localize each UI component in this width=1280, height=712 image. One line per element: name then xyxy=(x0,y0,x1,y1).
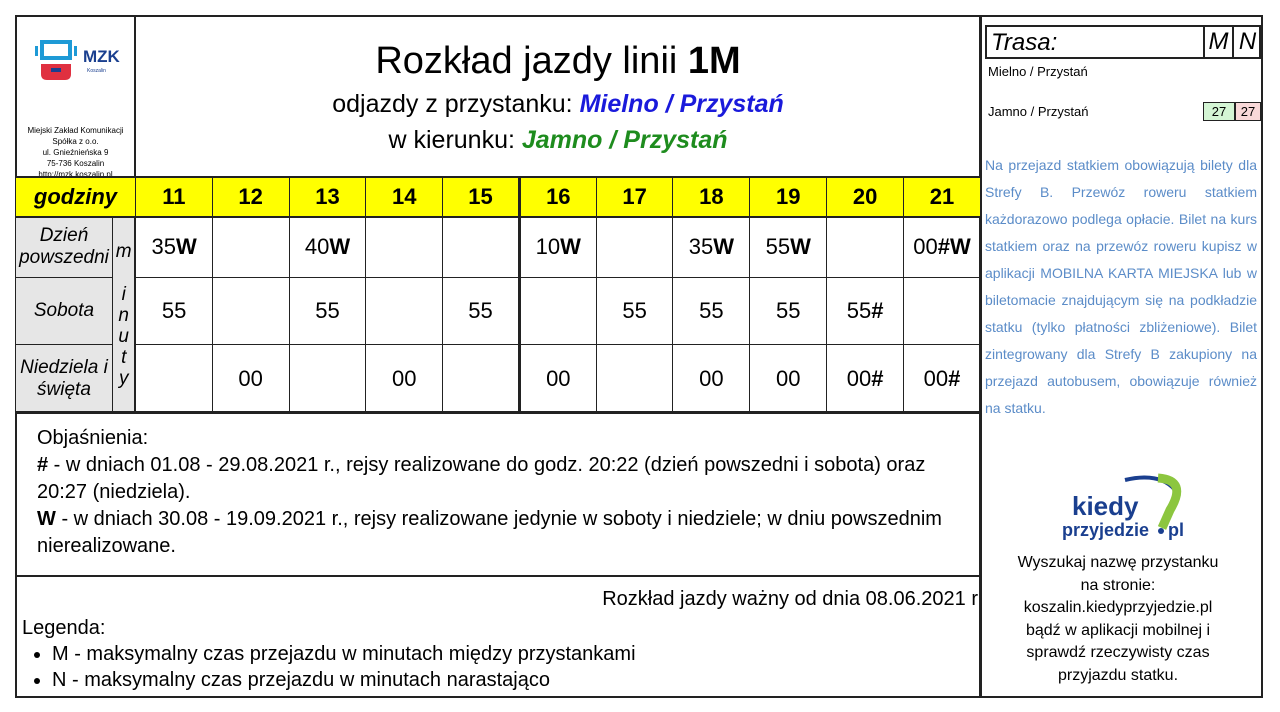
mzk-logo-cell: MZK Koszalin Miejski Zakład Komunikacji S… xyxy=(15,15,136,179)
hour-14: 14 xyxy=(365,176,444,218)
route-stop: Jamno / Przystań xyxy=(988,104,1089,119)
departure-cell xyxy=(595,343,674,414)
departure-cell xyxy=(826,216,904,278)
departure-cell xyxy=(211,216,290,278)
col-m: M xyxy=(1203,27,1232,57)
svg-text:Koszalin: Koszalin xyxy=(87,68,106,74)
departure-cell: 40W xyxy=(288,216,367,278)
mzk-logo: MZK Koszalin xyxy=(35,40,121,80)
explanations: Objaśnienia: # - w dniach 01.08 - 29.08.… xyxy=(37,425,967,560)
hours-label: godziny xyxy=(15,176,136,218)
valid-from: Rozkład jazdy ważny od dnia 08.06.2021 r xyxy=(602,588,978,610)
departure-cell: 10W xyxy=(517,216,597,278)
legend-item: M - maksymalny czas przejazdu w minutach… xyxy=(52,641,636,667)
company-address: Miejski Zakład Komunikacji Spółka z o.o. u… xyxy=(27,126,124,179)
departure-cell: 00 xyxy=(211,343,290,414)
departure-cell: 55 xyxy=(672,276,751,345)
divider xyxy=(15,411,981,413)
departure-cell xyxy=(517,276,597,345)
departure-cell xyxy=(902,276,982,345)
table-row: Sobota 55 55 55 55 55 55 55# xyxy=(15,276,982,345)
svg-text:pl: pl xyxy=(1168,520,1184,540)
divider xyxy=(15,575,981,577)
route-panel xyxy=(980,15,1263,698)
departure-cell xyxy=(442,343,520,414)
hour-15: 15 xyxy=(442,176,520,218)
svg-text:kiedy: kiedy xyxy=(1072,491,1139,521)
departure-cell: 00 xyxy=(672,343,751,414)
departure-stop: odjazdy z przystanku: Mielno / Przystań xyxy=(332,90,784,118)
svg-text:MZK: MZK xyxy=(83,47,121,66)
day-type-label: Niedziela i święta xyxy=(15,343,113,414)
departure-cell: 35W xyxy=(134,216,213,278)
departure-cell: 00#W xyxy=(902,216,982,278)
departure-cell: 55 xyxy=(134,276,213,345)
route-header: Trasa: M N xyxy=(985,25,1261,59)
explanations-title: Objaśnienia: xyxy=(37,427,149,449)
departure-cell: 00 xyxy=(749,343,828,414)
stop-n-time: 27 xyxy=(1235,102,1261,121)
page-title: Rozkład jazdy linii 1M xyxy=(375,40,741,82)
hour-16: 16 xyxy=(517,176,597,218)
explanation-w: W - w dniach 30.08 - 19.09.2021 r., rejs… xyxy=(37,508,942,557)
kiedyprzyjedzie-logo: kiedy przyjedzie pl xyxy=(1062,473,1184,540)
col-n: N xyxy=(1232,27,1261,57)
direction-stop: w kierunku: Jamno / Przystań xyxy=(388,126,728,154)
hour-12: 12 xyxy=(211,176,290,218)
departure-cell: 55 xyxy=(288,276,367,345)
departure-cell xyxy=(442,216,520,278)
ticket-info: Na przejazd statkiem obowiązują bilety d… xyxy=(985,157,1257,416)
explanation-hash: # - w dniach 01.08 - 29.08.2021 r., rejs… xyxy=(37,454,926,503)
table-row: Dzień powszedni m i n u t y 35W 40W 10W 35W 55W 00#W xyxy=(15,216,982,414)
hour-13: 13 xyxy=(288,176,367,218)
departure-cell: 55 xyxy=(595,276,674,345)
hour-20: 20 xyxy=(826,176,904,218)
departure-cell xyxy=(365,216,444,278)
search-instructions: Wyszukaj nazwę przystanku na stronie: kosz… xyxy=(1017,554,1219,684)
table-row: Niedziela i święta 00 00 00 00 00 00# 00# xyxy=(15,343,982,414)
departure-cell xyxy=(288,343,367,414)
day-type-label: Dzień powszedni xyxy=(15,216,113,278)
legend-title: Legenda: xyxy=(22,617,106,639)
departure-cell: 00# xyxy=(902,343,982,414)
day-type-label: Sobota xyxy=(15,276,113,345)
route-title: Trasa: xyxy=(991,29,1058,56)
hour-19: 19 xyxy=(749,176,828,218)
hour-18: 18 xyxy=(672,176,751,218)
legend-item: N - maksymalny czas przejazdu w minutach… xyxy=(52,667,636,693)
hour-11: 11 xyxy=(134,176,213,218)
departure-cell xyxy=(365,276,444,345)
departure-cell: 00 xyxy=(365,343,444,414)
departure-cell: 55 xyxy=(749,276,828,345)
departure-cell: 00 xyxy=(517,343,597,414)
departure-cell: 35W xyxy=(672,216,751,278)
departure-cell: 55 xyxy=(442,276,520,345)
hour-21: 21 xyxy=(902,176,982,218)
departure-cell: 00# xyxy=(826,343,904,414)
hour-17: 17 xyxy=(595,176,674,218)
departure-cell xyxy=(595,216,674,278)
route-stop: Mielno / Przystań xyxy=(988,64,1088,79)
svg-text:przyjedzie: przyjedzie xyxy=(1062,520,1149,540)
departure-cell xyxy=(211,276,290,345)
departure-cell: 55# xyxy=(826,276,904,345)
stop-m-time: 27 xyxy=(1203,102,1235,121)
timetable: godziny 11 12 13 14 15 16 17 18 19 20 21 Dzień pows… xyxy=(15,176,982,414)
departure-cell xyxy=(134,343,213,414)
legend: Legenda: M - maksymalny czas przejazdu w… xyxy=(22,615,636,693)
departure-cell: 55W xyxy=(749,216,828,278)
